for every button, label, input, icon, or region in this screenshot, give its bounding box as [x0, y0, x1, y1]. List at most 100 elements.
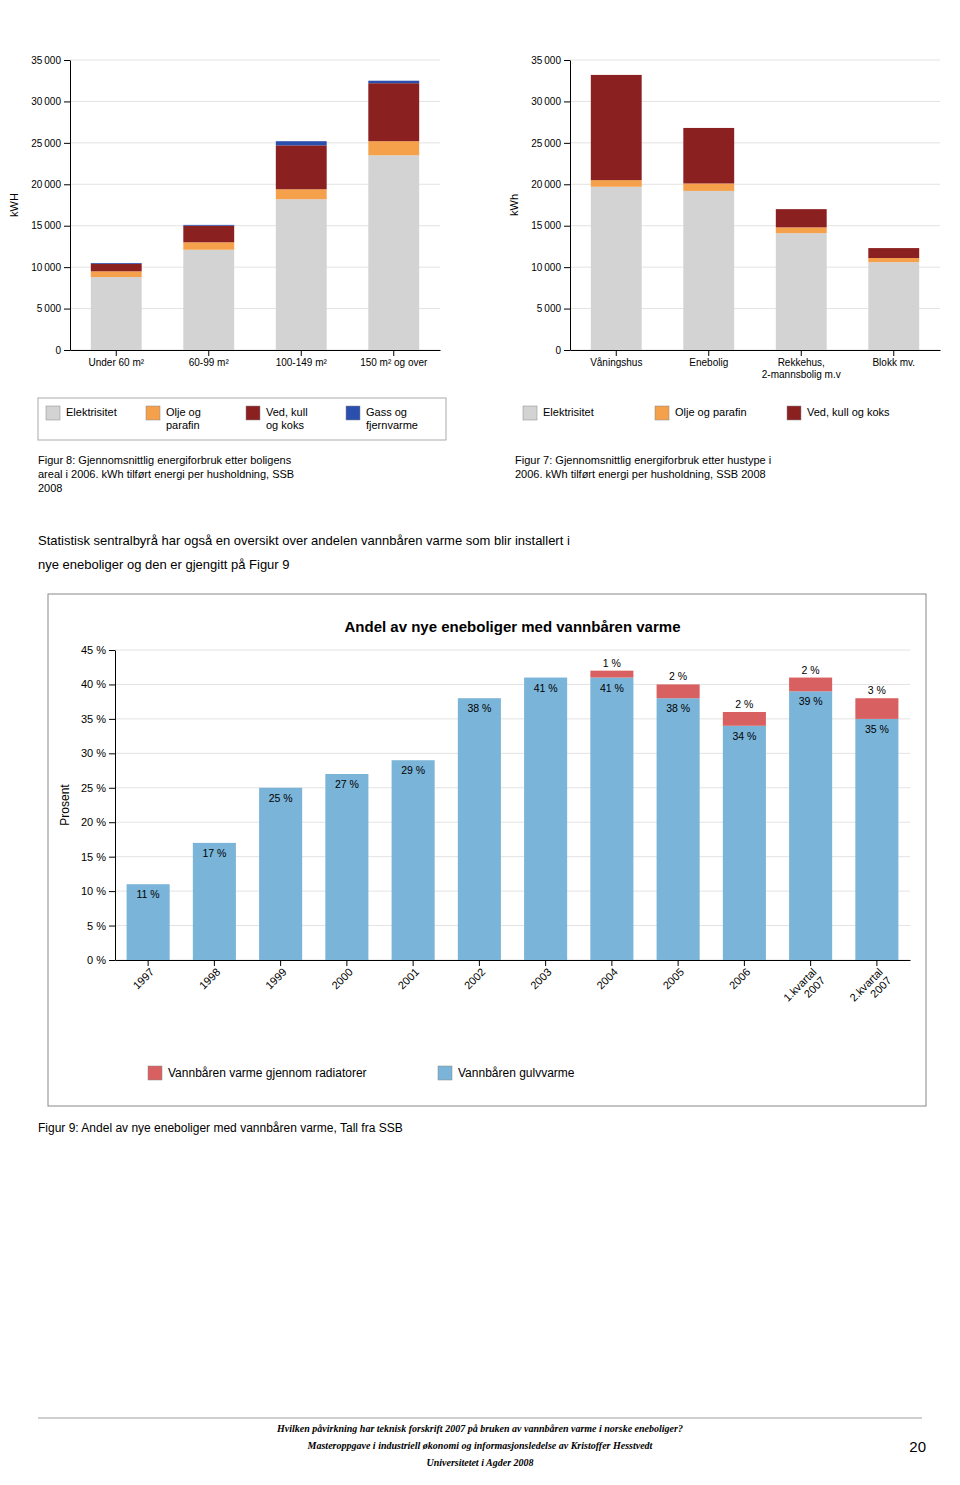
tick-label: 20 000 [531, 179, 561, 190]
data-label: 41 % [600, 682, 624, 694]
bar [683, 183, 734, 190]
tick-mark [109, 719, 115, 720]
tick-label: 2.kvartal2007 [847, 966, 893, 1012]
bar [591, 187, 642, 350]
chart: 05 00010 00015 00020 00025 00030 00035 0… [508, 55, 941, 380]
text-line: 2004 [594, 966, 620, 992]
tick-mark [109, 753, 115, 754]
y-axis: 05 00010 00015 00020 00025 00030 00035 0… [531, 55, 570, 356]
bar [590, 678, 633, 960]
tick-mark [109, 926, 115, 927]
legend-label: Elektrisitet [66, 406, 117, 418]
axis-title: kWh [508, 194, 520, 216]
x-tick: Under 60 m² [88, 350, 144, 368]
tick-label: 10 % [81, 885, 106, 897]
bar [723, 726, 766, 960]
grid [115, 650, 910, 960]
tick-label: 10 000 [531, 262, 561, 273]
text-line: 2003 [528, 966, 554, 992]
tick-label: 30 000 [31, 96, 61, 107]
y-tick: 5 % [87, 920, 115, 932]
x-tick: 2005 [660, 960, 686, 991]
text-line: 2-mannsbolig m.v [762, 369, 841, 380]
grid [570, 60, 940, 350]
x-tick: Våningshus [590, 350, 642, 368]
body-text: nye eneboliger og den er gjengitt på Fig… [38, 557, 290, 572]
tick-label: 2001 [395, 966, 421, 992]
tick-label: 30 000 [531, 96, 561, 107]
y-tick: 25 000 [531, 138, 570, 149]
text-line: Under 60 m² [88, 357, 144, 368]
data-label: 41 % [534, 682, 558, 694]
legend-swatch [655, 406, 669, 420]
legend-swatch [146, 406, 160, 420]
tick-mark [109, 822, 115, 823]
tick-label: 2000 [329, 966, 355, 992]
caption: Figur 9: Andel av nye eneboliger med van… [38, 1121, 403, 1135]
y-tick: 20 000 [531, 179, 570, 190]
y-tick: 30 000 [31, 96, 70, 107]
bar [657, 684, 700, 698]
tick-label: 40 % [81, 678, 106, 690]
x-tick: 1.kvartal2007 [781, 960, 827, 1012]
tick-label: 35 000 [531, 55, 561, 66]
data-label: 39 % [799, 695, 823, 707]
legend-item: Vannbåren gulvvarme [438, 1066, 575, 1080]
tick-mark [109, 788, 115, 789]
bar [325, 774, 368, 960]
x-tick: 1997 [130, 960, 156, 991]
tick-mark [564, 226, 570, 227]
text-line: 2007 [802, 974, 828, 1000]
y-tick: 30 % [81, 747, 115, 759]
series [91, 155, 419, 350]
y-tick: 20 % [81, 816, 115, 828]
y-tick: 10 000 [31, 262, 70, 273]
x-tick: 150 m² og over [360, 350, 428, 368]
tick-mark [611, 960, 612, 966]
tick-mark [346, 960, 347, 966]
bar [91, 271, 142, 277]
tick-label: 25 % [81, 782, 106, 794]
tick-label: 15 000 [31, 220, 61, 231]
bar [776, 233, 827, 350]
bar [276, 141, 327, 145]
data-label: 17 % [202, 847, 226, 859]
legend-item: Elektrisitet [523, 406, 594, 420]
y-tick: 35 000 [531, 55, 570, 66]
page: 05 00010 00015 00020 00025 00030 00035 0… [0, 0, 960, 1485]
tick-label: 1999 [263, 966, 289, 992]
text-line: Gass og [366, 406, 407, 418]
data-label: 3 % [868, 684, 886, 696]
tick-label: Våningshus [590, 357, 642, 368]
grid-line [115, 650, 910, 651]
bar [183, 226, 234, 243]
tick-label: 2003 [528, 966, 554, 992]
legend-swatch [438, 1066, 452, 1080]
bar [524, 678, 567, 960]
bar [776, 227, 827, 233]
x-axis: Under 60 m²60-99 m²100-149 m²150 m² og o… [71, 350, 441, 368]
tick-label: 45 % [81, 644, 106, 656]
axis-line [116, 960, 911, 961]
y-tick: 25 % [81, 782, 115, 794]
text-line: Masteroppgave i industriell økonomi og i… [307, 1440, 654, 1451]
data-label: 38 % [467, 702, 491, 714]
bar [183, 242, 234, 249]
x-tick: 2.kvartal2007 [847, 960, 893, 1012]
y-tick: 15 000 [31, 220, 70, 231]
tick-label: 1998 [197, 966, 223, 992]
tick-mark [744, 960, 745, 966]
tick-mark [64, 309, 70, 310]
tick-mark [109, 960, 115, 961]
tick-mark [876, 960, 877, 966]
y-tick: 5 000 [537, 303, 570, 314]
data-label: 1 % [603, 657, 621, 669]
chart-title: Andel av nye eneboliger med vannbåren va… [345, 618, 681, 635]
tick-label: 2006 [727, 966, 753, 992]
text-line: 2000 [329, 966, 355, 992]
legend-swatch [787, 406, 801, 420]
tick-label: 100-149 m² [276, 357, 328, 368]
legend-swatch [346, 406, 360, 420]
text-line: 2002 [462, 966, 488, 992]
axis-line [115, 651, 116, 961]
